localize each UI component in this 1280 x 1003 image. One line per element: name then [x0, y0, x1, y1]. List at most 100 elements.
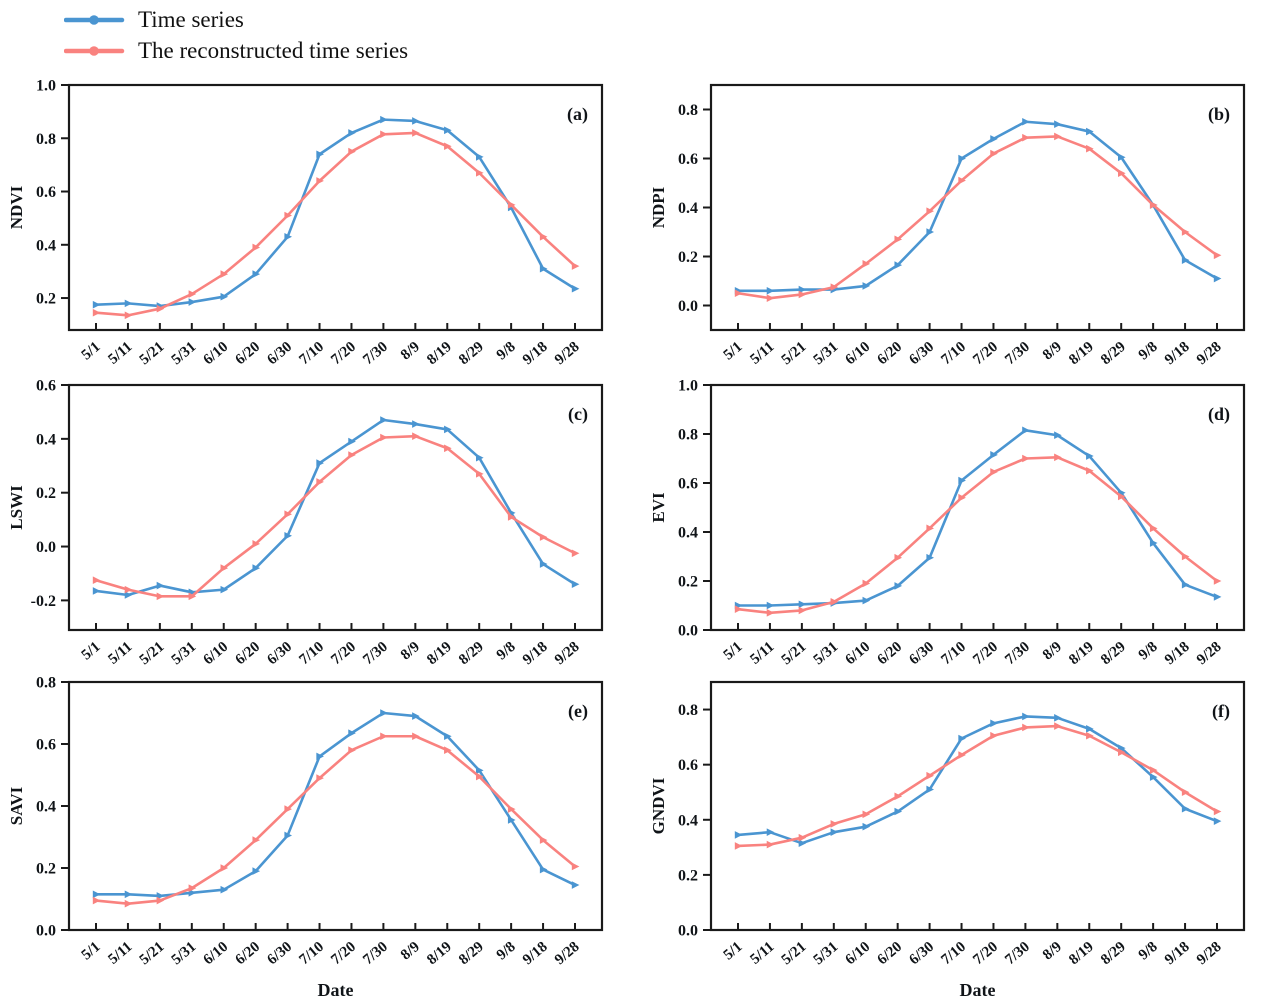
- svg-text:-0.2: -0.2: [31, 593, 56, 610]
- svg-text:9/28: 9/28: [552, 939, 583, 968]
- svg-text:9/28: 9/28: [1194, 339, 1225, 368]
- svg-text:1.0: 1.0: [36, 78, 56, 95]
- series-reconstructed: [92, 129, 580, 320]
- svg-text:0.0: 0.0: [678, 923, 698, 940]
- svg-text:0.2: 0.2: [678, 574, 698, 591]
- svg-text:0.8: 0.8: [36, 131, 56, 148]
- svg-text:5/31: 5/31: [169, 339, 200, 368]
- legend-label-time-series: Time series: [138, 6, 244, 32]
- svg-text:7/20: 7/20: [328, 339, 359, 368]
- svg-text:9/8: 9/8: [494, 339, 519, 364]
- y-axis: 0.2 0.4 0.6 0.8 1.0: [36, 78, 69, 308]
- svg-text:5/31: 5/31: [169, 939, 200, 968]
- svg-text:8/9: 8/9: [398, 339, 423, 364]
- svg-text:8/19: 8/19: [424, 639, 455, 668]
- svg-text:0.8: 0.8: [678, 102, 698, 119]
- svg-text:7/20: 7/20: [970, 639, 1001, 668]
- plot-box: [67, 83, 604, 332]
- series-time-series: [734, 426, 1222, 610]
- svg-text:0.0: 0.0: [678, 623, 698, 640]
- svg-text:8/19: 8/19: [1066, 639, 1097, 668]
- x-axis: 5/1 5/11 5/21 5/31 6/10 6/20 6/30 7/10 7/20 7/30 8…: [721, 923, 1225, 968]
- panel-letter: (b): [1208, 104, 1230, 125]
- series-reconstructed: [734, 722, 1222, 850]
- x-axis-title: Date: [960, 980, 996, 1000]
- svg-text:5/21: 5/21: [137, 639, 168, 668]
- svg-text:5/21: 5/21: [137, 939, 168, 968]
- svg-text:8/29: 8/29: [456, 939, 487, 968]
- svg-text:8/9: 8/9: [1040, 339, 1065, 364]
- svg-text:9/18: 9/18: [520, 939, 551, 968]
- svg-text:7/30: 7/30: [1002, 639, 1033, 668]
- chart-panel-a: 0.2 0.4 0.6 0.8 1.0 5/1 5/11 5/21 5/31 6/10 6/20 6/…: [1, 70, 638, 375]
- svg-text:0.6: 0.6: [678, 476, 698, 493]
- chart-svg-d: 0.0 0.2 0.4 0.6 0.8 1.0 5/1 5/11 5/21 5/31 6/10 6/2…: [649, 378, 1246, 668]
- y-axis-title: GNDVI: [649, 777, 668, 834]
- svg-text:8/29: 8/29: [456, 339, 487, 368]
- svg-text:8/9: 8/9: [398, 939, 423, 964]
- svg-text:9/18: 9/18: [520, 639, 551, 668]
- svg-text:0.4: 0.4: [678, 200, 698, 217]
- panel-letter: (d): [1208, 404, 1230, 425]
- svg-text:5/1: 5/1: [721, 639, 746, 664]
- y-axis: -0.2 0.0 0.2 0.4 0.6: [31, 378, 69, 610]
- svg-text:5/11: 5/11: [105, 639, 135, 668]
- svg-text:5/11: 5/11: [747, 339, 777, 368]
- y-axis-title: NDVI: [7, 185, 26, 229]
- svg-text:5/1: 5/1: [79, 939, 104, 964]
- series-time-series: [734, 712, 1222, 847]
- svg-text:0.2: 0.2: [678, 867, 698, 884]
- svg-text:7/10: 7/10: [938, 939, 969, 968]
- svg-text:7/30: 7/30: [1002, 339, 1033, 368]
- svg-text:6/10: 6/10: [843, 639, 874, 668]
- svg-text:5/1: 5/1: [721, 939, 746, 964]
- svg-text:0.6: 0.6: [36, 184, 56, 201]
- plot-box: [709, 83, 1246, 332]
- svg-text:5/21: 5/21: [779, 639, 810, 668]
- svg-text:0.4: 0.4: [678, 812, 698, 829]
- series-reconstructed: [92, 732, 580, 908]
- svg-text:9/28: 9/28: [1194, 939, 1225, 968]
- svg-text:0.6: 0.6: [36, 737, 56, 754]
- svg-text:0.8: 0.8: [678, 702, 698, 719]
- svg-text:8/9: 8/9: [1040, 639, 1065, 664]
- svg-text:6/10: 6/10: [843, 939, 874, 968]
- y-axis-title: LSWI: [7, 485, 26, 530]
- legend-line-sample-icon: [64, 14, 125, 25]
- svg-text:9/28: 9/28: [552, 639, 583, 668]
- svg-text:0.8: 0.8: [678, 427, 698, 444]
- svg-text:9/8: 9/8: [1136, 939, 1161, 964]
- series-time-series: [734, 117, 1222, 295]
- svg-text:6/20: 6/20: [875, 639, 906, 668]
- svg-text:5/11: 5/11: [747, 639, 777, 668]
- svg-text:0.8: 0.8: [36, 675, 56, 692]
- chart-panel-b: 0.0 0.2 0.4 0.6 0.8 5/1 5/11 5/21 5/31 6/10 6/20 6/…: [643, 70, 1280, 375]
- svg-text:9/28: 9/28: [1194, 639, 1225, 668]
- chart-panel-d: 0.0 0.2 0.4 0.6 0.8 1.0 5/1 5/11 5/21 5/31 6/10 6/2…: [643, 370, 1280, 675]
- svg-text:7/20: 7/20: [970, 939, 1001, 968]
- svg-text:8/9: 8/9: [1040, 939, 1065, 964]
- svg-text:0.4: 0.4: [678, 525, 698, 542]
- chart-svg-a: 0.2 0.4 0.6 0.8 1.0 5/1 5/11 5/21 5/31 6/10 6/20 6/…: [7, 78, 604, 368]
- plot-box: [67, 680, 604, 932]
- svg-text:0.2: 0.2: [36, 485, 56, 502]
- chart-svg-c: -0.2 0.0 0.2 0.4 0.6 5/1 5/11 5/21 5/31 6/10 6/20 6…: [7, 378, 604, 668]
- svg-text:8/29: 8/29: [456, 639, 487, 668]
- plot-box: [709, 383, 1246, 632]
- legend-line-sample-icon: [64, 45, 125, 56]
- legend-label-reconstructed: The reconstructed time series: [138, 37, 409, 63]
- svg-text:6/20: 6/20: [875, 339, 906, 368]
- chart-legend: Time series The reconstructed time serie…: [64, 4, 408, 66]
- svg-text:9/18: 9/18: [1162, 339, 1193, 368]
- svg-text:5/1: 5/1: [79, 639, 104, 664]
- plot-box: [709, 680, 1246, 932]
- svg-text:0.4: 0.4: [36, 799, 56, 816]
- svg-text:6/20: 6/20: [233, 339, 264, 368]
- svg-text:5/31: 5/31: [811, 639, 842, 668]
- series-time-series: [92, 115, 580, 310]
- svg-text:5/11: 5/11: [105, 939, 135, 968]
- series-reconstructed: [734, 453, 1222, 617]
- svg-text:5/1: 5/1: [79, 339, 104, 364]
- svg-text:9/18: 9/18: [520, 339, 551, 368]
